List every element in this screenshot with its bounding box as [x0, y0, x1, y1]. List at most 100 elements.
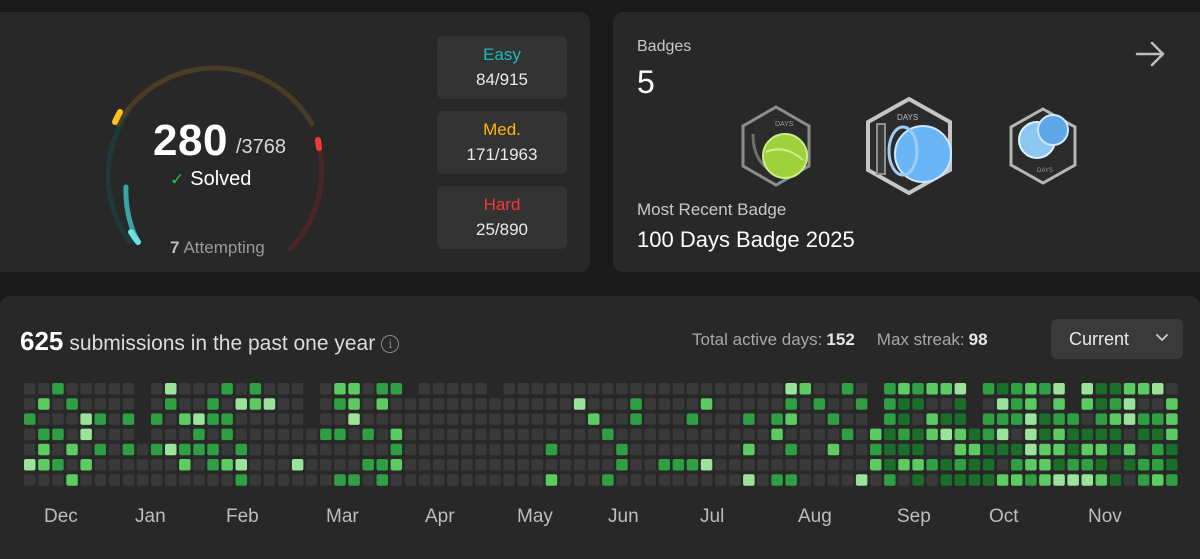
heatmap-cell[interactable] [813, 459, 826, 471]
heatmap-cell[interactable] [1039, 443, 1051, 456]
heatmap-cell[interactable] [461, 459, 473, 471]
heatmap-cell[interactable] [108, 459, 121, 471]
heatmap-cell[interactable] [1053, 459, 1065, 471]
heatmap-cell[interactable] [799, 428, 812, 441]
heatmap-cell[interactable] [165, 459, 177, 471]
heatmap-cell[interactable] [545, 413, 558, 425]
heatmap-cell[interactable] [644, 459, 656, 471]
heatmap-cell[interactable] [404, 474, 417, 486]
heatmap-cell[interactable] [94, 443, 107, 456]
heatmap-cell[interactable] [38, 443, 50, 456]
heatmap-cell[interactable] [320, 428, 332, 441]
heatmap-cell[interactable] [630, 383, 642, 395]
heatmap-cell[interactable] [38, 413, 50, 425]
info-icon[interactable]: i [381, 335, 400, 353]
heatmap-cell[interactable] [475, 383, 487, 395]
heatmap-cell[interactable] [1011, 459, 1023, 471]
heatmap-cell[interactable] [982, 428, 995, 441]
heatmap-cell[interactable] [1109, 428, 1122, 441]
heatmap-cell[interactable] [996, 383, 1009, 395]
heatmap-cell[interactable] [418, 383, 431, 395]
heatmap-cell[interactable] [785, 428, 797, 441]
heatmap-cell[interactable] [418, 474, 431, 486]
heatmap-cell[interactable] [38, 428, 50, 441]
heatmap-cell[interactable] [630, 443, 642, 456]
heatmap-cell[interactable] [545, 459, 558, 471]
heatmap-cell[interactable] [531, 459, 544, 471]
heatmap-cell[interactable] [1152, 413, 1164, 425]
heatmap-cell[interactable] [1137, 398, 1150, 410]
heatmap-cell[interactable] [390, 459, 403, 471]
heatmap-cell[interactable] [912, 398, 924, 410]
heatmap-cell[interactable] [1095, 474, 1108, 486]
heatmap-cell[interactable] [658, 383, 671, 395]
heatmap-cell[interactable] [122, 383, 135, 395]
heatmap-cell[interactable] [743, 398, 755, 410]
heatmap-cell[interactable] [771, 428, 783, 441]
heatmap-cell[interactable] [432, 443, 445, 456]
heatmap-cell[interactable] [630, 474, 642, 486]
heatmap-cell[interactable] [672, 383, 685, 395]
heatmap-cell[interactable] [235, 443, 248, 456]
heatmap-cell[interactable] [700, 398, 713, 410]
heatmap-cell[interactable] [559, 428, 572, 441]
heatmap-cell[interactable] [855, 474, 868, 486]
heatmap-cell[interactable] [235, 398, 248, 410]
heatmap-cell[interactable] [263, 413, 276, 425]
heatmap-cell[interactable] [982, 398, 995, 410]
heatmap-cell[interactable] [122, 443, 135, 456]
heatmap-cell[interactable] [503, 398, 515, 410]
heatmap-cell[interactable] [348, 459, 360, 471]
heatmap-cell[interactable] [249, 474, 262, 486]
heatmap-cell[interactable] [1152, 443, 1164, 456]
heatmap-cell[interactable] [221, 474, 233, 486]
heatmap-cell[interactable] [898, 459, 910, 471]
heatmap-cell[interactable] [277, 413, 290, 425]
heatmap-cell[interactable] [94, 398, 107, 410]
heatmap-cell[interactable] [841, 428, 854, 441]
heatmap-cell[interactable] [207, 459, 219, 471]
heatmap-cell[interactable] [898, 474, 910, 486]
heatmap-cell[interactable] [1025, 428, 1037, 441]
heatmap-cell[interactable] [376, 398, 389, 410]
heatmap-cell[interactable] [80, 383, 92, 395]
heatmap-cell[interactable] [1109, 413, 1122, 425]
heatmap-cell[interactable] [362, 443, 374, 456]
heatmap-cell[interactable] [1067, 443, 1079, 456]
heatmap-cell[interactable] [884, 443, 896, 456]
heatmap-cell[interactable] [616, 428, 628, 441]
heatmap-cell[interactable] [884, 398, 896, 410]
heatmap-cell[interactable] [207, 413, 219, 425]
heatmap-cell[interactable] [1166, 443, 1178, 456]
heatmap-cell[interactable] [954, 398, 967, 410]
heatmap-cell[interactable] [686, 383, 699, 395]
heatmap-cell[interactable] [686, 474, 699, 486]
heatmap-cell[interactable] [757, 474, 769, 486]
heatmap-cell[interactable] [179, 383, 191, 395]
heatmap-cell[interactable] [686, 428, 699, 441]
heatmap-cell[interactable] [729, 383, 741, 395]
heatmap-cell[interactable] [1067, 474, 1079, 486]
heatmap-cell[interactable] [80, 413, 92, 425]
heatmap-cell[interactable] [954, 383, 967, 395]
heatmap-cell[interactable] [926, 383, 938, 395]
heatmap-cell[interactable] [827, 398, 840, 410]
heatmap-cell[interactable] [136, 459, 149, 471]
heatmap-cell[interactable] [855, 459, 868, 471]
heatmap-cell[interactable] [1025, 413, 1037, 425]
heatmap-cell[interactable] [996, 459, 1009, 471]
heatmap-cell[interactable] [686, 398, 699, 410]
heatmap-cell[interactable] [221, 428, 233, 441]
heatmap-cell[interactable] [588, 428, 600, 441]
heatmap-cell[interactable] [80, 443, 92, 456]
heatmap-cell[interactable] [813, 398, 826, 410]
heatmap-cell[interactable] [588, 459, 600, 471]
heatmap-cell[interactable] [827, 428, 840, 441]
heatmap-cell[interactable] [785, 398, 797, 410]
heatmap-cell[interactable] [277, 383, 290, 395]
heatmap-cell[interactable] [672, 443, 685, 456]
heatmap-cell[interactable] [38, 474, 50, 486]
heatmap-cell[interactable] [66, 383, 78, 395]
heatmap-cell[interactable] [418, 413, 431, 425]
heatmap-cell[interactable] [870, 443, 882, 456]
